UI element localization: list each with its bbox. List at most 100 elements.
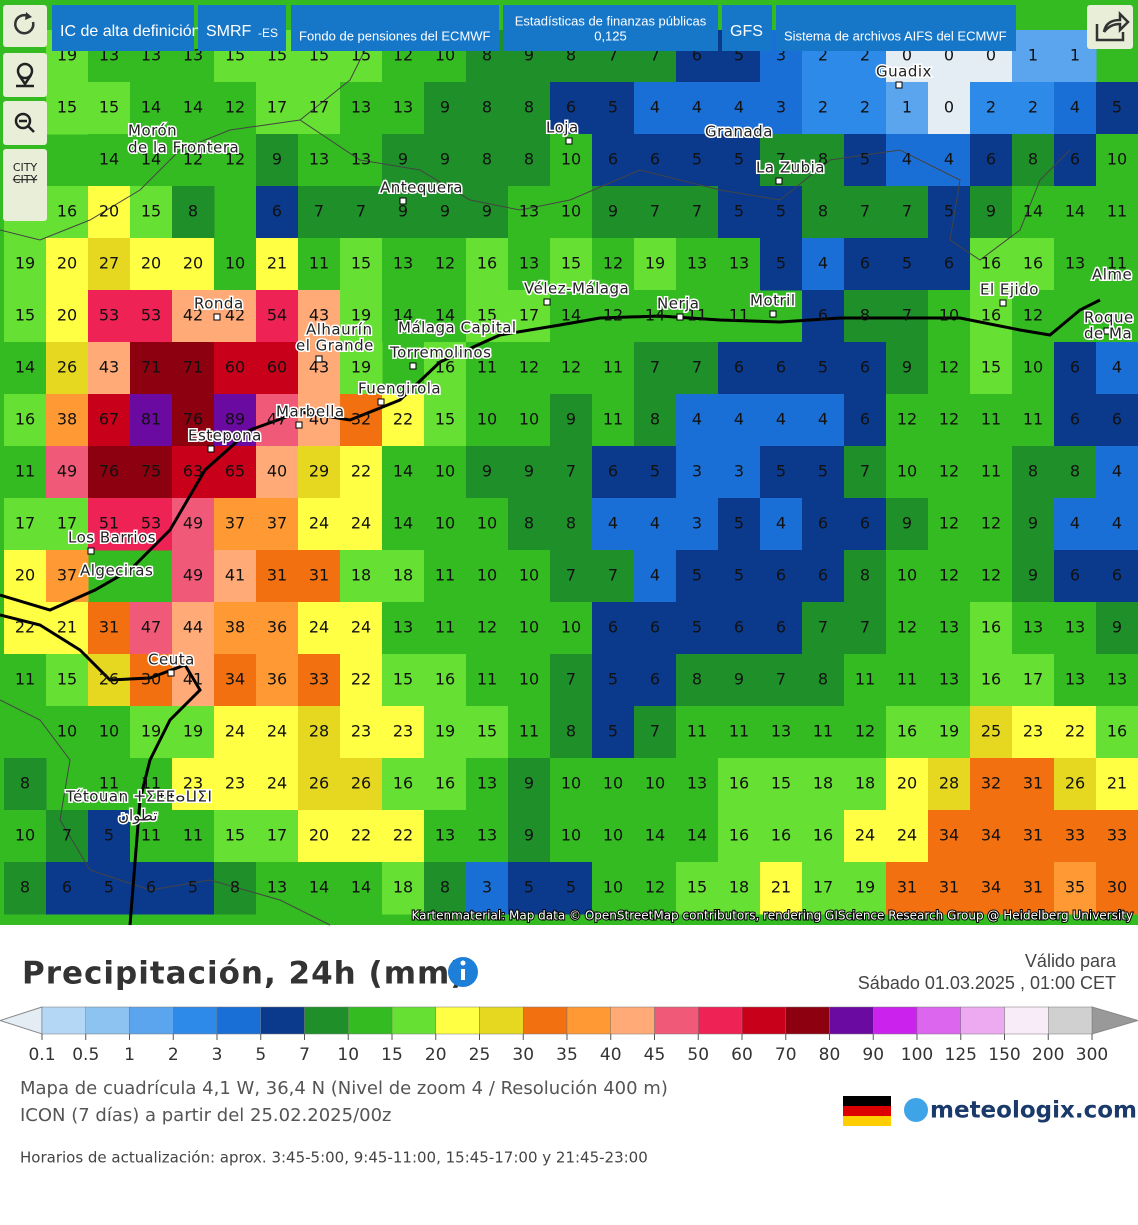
grid-cell [1054,758,1097,811]
button-label: Fondo de pensiones del ECMWF [299,28,491,43]
grid-value: 8 [860,306,870,325]
legend-swatch [216,1006,261,1035]
grid-value: 5 [734,46,744,65]
grid-cell [802,342,845,395]
grid-cell [1054,810,1097,863]
grid-value: 6 [1070,150,1080,169]
grid-cell [592,342,635,395]
grid-cell [298,810,341,863]
grid-value: 31 [1023,826,1043,845]
grid-cell [970,654,1013,707]
grid-value: 7 [566,462,576,481]
grid-value: 5 [1112,98,1122,117]
grid-cell [592,394,635,447]
city-button[interactable] [3,149,47,221]
grid-value: 10 [645,774,665,793]
grid-value: 3 [692,462,702,481]
grid-value: 12 [981,514,1001,533]
grid-cell [88,706,131,759]
grid-value: 16 [435,358,455,377]
toolbar-button[interactable] [291,5,499,51]
grid-value: 13 [435,826,455,845]
grid-value: 5 [776,462,786,481]
grid-cell [844,550,887,603]
grid-value: 24 [855,826,875,845]
valid-time: Sábado 01.03.2025 , 01:00 CET [858,973,1116,993]
grid-cell [1096,498,1138,551]
toolbar-button[interactable] [198,5,286,51]
grid-value: 4 [608,514,618,533]
grid-value: 42 [183,306,203,325]
legend-tick-label: 200 [1032,1045,1064,1065]
grid-cell [172,498,215,551]
grid-cell [718,82,761,135]
grid-value: 21 [57,618,77,637]
grid-cell [46,654,89,707]
grid-value: 9 [524,826,534,845]
toolbar-button[interactable] [722,5,772,51]
grid-value: 8 [818,150,828,169]
grid-cell [970,602,1013,655]
grid-value: 76 [99,462,119,481]
grid-value: 49 [57,462,77,481]
grid-value: 7 [650,202,660,221]
grid-value: 14 [309,878,329,897]
legend-tick-label: 45 [644,1045,666,1065]
grid-cell [1054,134,1097,187]
grid-value: 15 [393,670,413,689]
grid-cell [1054,550,1097,603]
grid-cell [298,498,341,551]
grid-value: 6 [650,670,660,689]
grid-cell [970,290,1013,343]
grid-value: 28 [939,774,959,793]
grid-cell [676,602,719,655]
grid-value: 19 [645,254,665,273]
grid-value: 31 [99,618,119,637]
grid-cell [382,602,425,655]
place-label: Estepona [188,427,262,445]
grid-value: 12 [939,566,959,585]
grid-cell [466,498,509,551]
toolbar-button[interactable] [503,5,718,51]
grid-cell [172,550,215,603]
grid-value: 6 [734,358,744,377]
grid-value: 12 [477,618,497,637]
grid-cell [970,394,1013,447]
grid-cell [340,290,383,343]
grid-value: 8 [566,514,576,533]
grid-value: 16 [981,254,1001,273]
grid-cell [886,758,929,811]
reload-button[interactable] [3,5,47,47]
grid-value: 16 [15,410,35,429]
grid-cell [760,862,803,915]
location-button[interactable] [3,53,47,97]
grid-value: 12 [1023,306,1043,325]
grid-cell [970,186,1013,239]
grid-cell [172,602,215,655]
legend-swatch [479,1006,524,1035]
legend-tick-label: 30 [512,1045,534,1065]
toolbar-button[interactable] [52,5,194,51]
grid-value: 10 [561,202,581,221]
grid-value: 14 [1023,202,1043,221]
grid-value: 11 [477,670,497,689]
grid-cell [256,654,299,707]
grid-cell [4,238,47,291]
grid-value: 34 [981,878,1001,897]
place-label: Torremolinos [389,344,491,362]
grid-value: 9 [524,462,534,481]
grid-value: 3 [692,514,702,533]
grid-value: 4 [1070,98,1080,117]
grid-value: 18 [351,566,371,585]
grid-value: 15 [771,774,791,793]
place-label: el Grande [296,337,374,355]
grid-value: 14 [1065,202,1085,221]
grid-cell [340,446,383,499]
grid-value: 20 [57,306,77,325]
grid-value: 4 [818,410,828,429]
grid-cell [130,654,173,707]
zoom-button[interactable] [3,101,47,145]
toolbar-button[interactable] [776,5,1016,51]
legend-swatch [85,1006,130,1035]
